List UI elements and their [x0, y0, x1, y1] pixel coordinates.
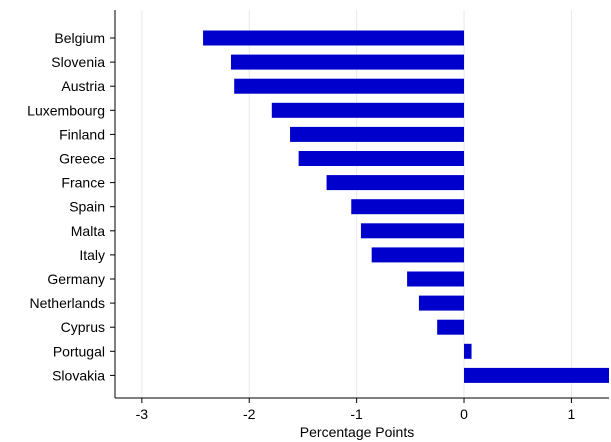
bar-germany — [407, 271, 465, 287]
x-tick-label-2: -1 — [350, 406, 363, 422]
category-label-belgium: Belgium — [54, 30, 105, 46]
bar-france — [326, 175, 465, 191]
category-labels: Belgium Slovenia Austria Luxembourg Finland G… — [27, 30, 115, 383]
category-label-italy: Italy — [79, 247, 105, 263]
category-label-slovakia: Slovakia — [52, 367, 105, 383]
bar-slovakia — [464, 367, 609, 383]
x-tick-label-3: 0 — [460, 406, 468, 422]
bar-luxembourg — [271, 102, 465, 118]
axes — [114, 10, 609, 399]
category-label-luxembourg: Luxembourg — [27, 102, 105, 118]
x-axis-ticks: -3 -2 -1 0 1 — [136, 398, 576, 422]
bar-belgium — [203, 30, 465, 46]
category-label-france: France — [61, 175, 105, 191]
category-label-spain: Spain — [69, 199, 105, 215]
bar-portugal — [464, 343, 472, 359]
bar-spain — [351, 199, 465, 215]
category-label-slovenia: Slovenia — [51, 54, 105, 70]
bar-slovenia — [230, 54, 465, 70]
x-axis-title: Percentage Points — [300, 424, 414, 440]
category-label-cyprus: Cyprus — [61, 319, 105, 335]
bar-malta — [360, 223, 465, 239]
bars — [203, 30, 609, 383]
category-label-germany: Germany — [47, 271, 105, 287]
bar-cyprus — [437, 319, 465, 335]
category-label-netherlands: Netherlands — [30, 295, 106, 311]
x-tick-label-1: -2 — [243, 406, 256, 422]
bar-italy — [371, 247, 465, 263]
category-label-malta: Malta — [71, 223, 105, 239]
x-tick-label-4: 1 — [568, 406, 576, 422]
bar-finland — [290, 126, 465, 142]
category-label-austria: Austria — [61, 78, 105, 94]
bar-greece — [298, 151, 465, 166]
bar-netherlands — [418, 295, 465, 311]
bar-austria — [234, 78, 465, 94]
category-label-portugal: Portugal — [53, 343, 105, 359]
category-label-greece: Greece — [59, 151, 105, 167]
category-label-finland: Finland — [59, 126, 105, 142]
x-tick-label-0: -3 — [136, 406, 149, 422]
